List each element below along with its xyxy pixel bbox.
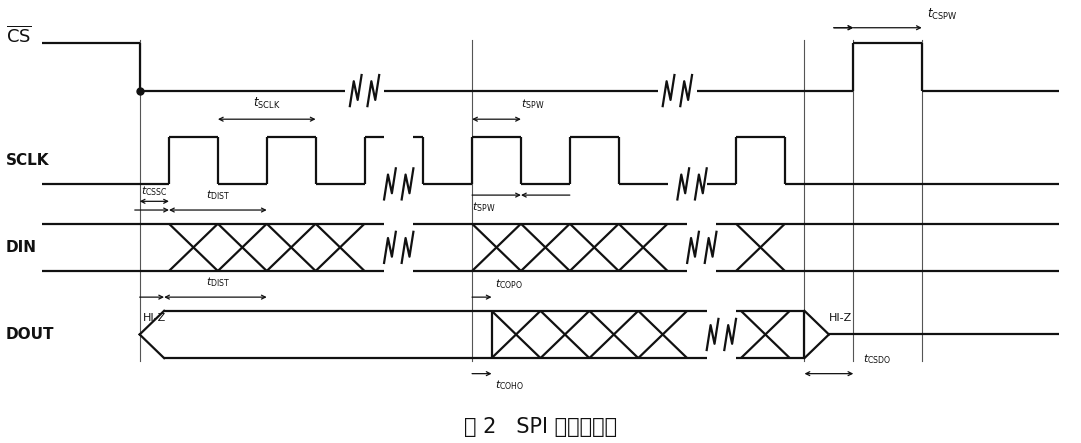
Text: $\overline{\rm CS}$: $\overline{\rm CS}$ [5,25,31,46]
Text: $t_{\rm CSSC}$: $t_{\rm CSSC}$ [141,184,168,198]
Text: DOUT: DOUT [5,327,54,342]
Text: $t_{\rm DIST}$: $t_{\rm DIST}$ [205,275,230,289]
Text: $t_{\rm CSDO}$: $t_{\rm CSDO}$ [863,352,892,365]
Text: $t_{\rm SCLK}$: $t_{\rm SCLK}$ [253,96,281,111]
Text: $t_{\rm SPW}$: $t_{\rm SPW}$ [472,200,495,214]
Text: 图 2   SPI 通讯时序图: 图 2 SPI 通讯时序图 [464,417,617,437]
Text: $t_{\rm CSPW}$: $t_{\rm CSPW}$ [926,6,957,22]
Text: HI-Z: HI-Z [829,313,852,323]
Text: $t_{\rm COHO}$: $t_{\rm COHO}$ [494,379,524,392]
Text: DIN: DIN [5,240,37,255]
Text: $t_{\rm DIST}$: $t_{\rm DIST}$ [205,188,230,202]
Text: SCLK: SCLK [5,153,50,168]
Text: $t_{\rm SPW}$: $t_{\rm SPW}$ [521,97,545,111]
Text: $t_{\rm COPO}$: $t_{\rm COPO}$ [494,277,523,291]
Text: HI-Z: HI-Z [143,313,165,323]
